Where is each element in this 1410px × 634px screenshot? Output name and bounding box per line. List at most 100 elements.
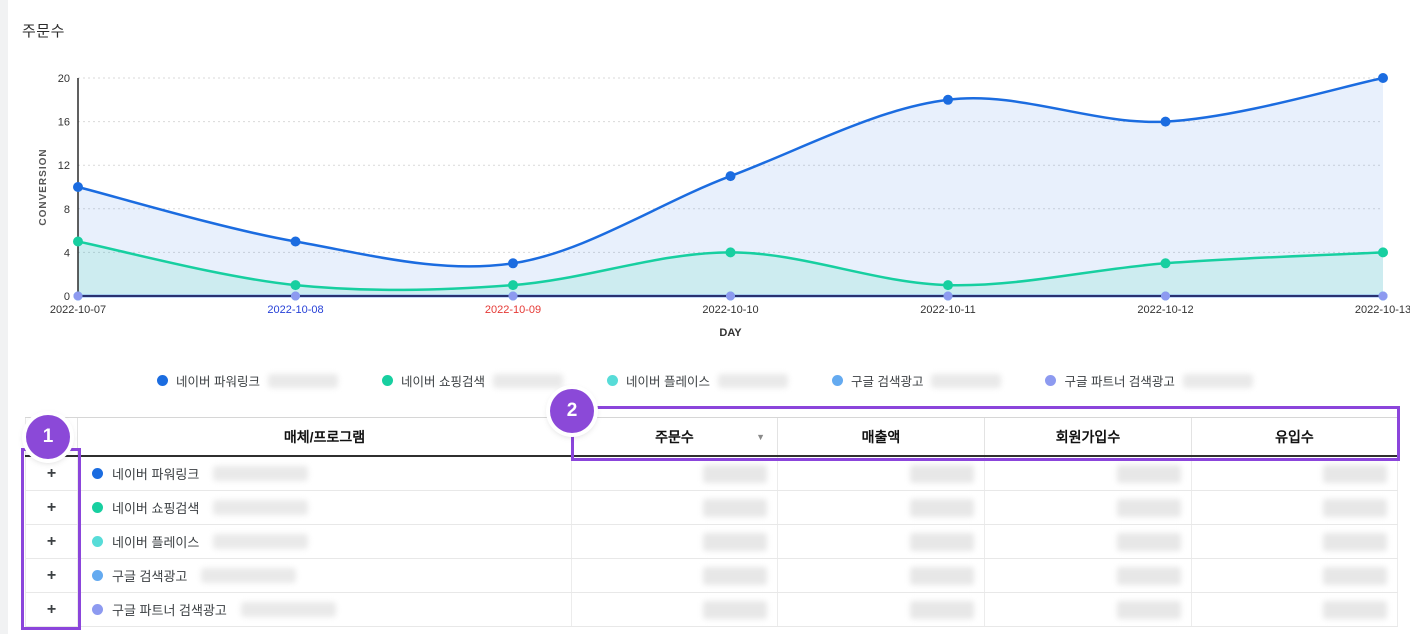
redacted-value [910, 566, 974, 585]
expand-cell: + [25, 559, 78, 592]
data-point[interactable] [73, 291, 83, 301]
data-point[interactable] [291, 291, 300, 301]
metric-value-cell [572, 457, 778, 490]
svg-text:2022-10-12: 2022-10-12 [1137, 304, 1193, 316]
legend-label: 네이버 파워링크 [176, 375, 261, 389]
metric-value-cell [778, 559, 985, 592]
svg-text:16: 16 [58, 117, 70, 129]
y-axis-ticks: 0 4 8 12 16 20 [58, 73, 70, 303]
media-name-label: 네이버 플레이스 [112, 535, 200, 550]
svg-text:2022-10-10: 2022-10-10 [702, 304, 758, 316]
legend-item-naver-shopping[interactable]: 네이버 쇼핑검색 [382, 371, 564, 390]
media-program-table: 매체/프로그램 주문수 ▼ 매출액 회원가입수 유입수 + 네이버 파워링크 [25, 417, 1398, 627]
redacted-value [1323, 464, 1387, 483]
data-point[interactable] [73, 182, 83, 192]
metric-value-cell [778, 525, 985, 558]
media-name-cell[interactable]: 네이버 파워링크 [78, 457, 572, 490]
data-point[interactable] [1160, 258, 1171, 269]
annotation-step-1-badge: 1 [26, 415, 70, 459]
expand-cell: + [25, 491, 78, 524]
media-name-cell[interactable]: 네이버 쇼핑검색 [78, 491, 572, 524]
metric-value-cell [572, 525, 778, 558]
data-point[interactable] [290, 236, 301, 247]
metric-value-cell [778, 491, 985, 524]
svg-text:20: 20 [58, 73, 70, 85]
legend-item-naver-place[interactable]: 네이버 플레이스 [607, 371, 788, 390]
data-point[interactable] [725, 247, 736, 258]
redacted-value [703, 566, 767, 585]
redacted-value [703, 600, 767, 619]
redacted-value [1323, 498, 1387, 517]
table-row: + 구글 검색광고 [25, 559, 1398, 593]
legend-item-naver-powerlink[interactable]: 네이버 파워링크 [157, 371, 339, 390]
redacted-value [1117, 600, 1181, 619]
redacted-text [268, 373, 339, 388]
series-color-dot [92, 502, 103, 513]
metric-value-cell [985, 593, 1192, 626]
data-point[interactable] [1378, 291, 1388, 301]
expand-row-button[interactable]: + [46, 600, 57, 618]
data-point[interactable] [1161, 291, 1170, 301]
expand-row-button[interactable]: + [46, 464, 57, 482]
column-header-revenue[interactable]: 매출액 [778, 418, 985, 455]
data-point[interactable] [943, 280, 953, 291]
data-point[interactable] [725, 171, 736, 182]
data-point[interactable] [508, 280, 518, 291]
column-header-media-program[interactable]: 매체/프로그램 [78, 418, 572, 455]
svg-text:2022-10-11: 2022-10-11 [920, 304, 975, 316]
series-area [78, 241, 1383, 296]
svg-text:2022-10-08: 2022-10-08 [267, 304, 323, 316]
metric-value-cell [1192, 525, 1398, 558]
table-body: + 네이버 파워링크 + 네이버 쇼핑검색 [25, 457, 1398, 627]
data-point[interactable] [726, 291, 735, 301]
svg-text:2022-10-07: 2022-10-07 [50, 304, 106, 316]
metric-value-cell [572, 559, 778, 592]
expand-column-header [25, 418, 78, 455]
expand-row-button[interactable]: + [46, 498, 57, 516]
redacted-value [1323, 600, 1387, 619]
svg-text:0: 0 [64, 291, 70, 303]
x-axis-ticks: 2022-10-07 2022-10-08 2022-10-09 2022-10-10… [50, 304, 1410, 316]
page-title: 주문수 [22, 23, 65, 40]
data-point[interactable] [1378, 247, 1388, 258]
annotation-step-2-badge: 2 [550, 389, 594, 433]
data-point[interactable] [1378, 73, 1388, 83]
redacted-value [910, 532, 974, 551]
chart-legend: 네이버 파워링크 네이버 쇼핑검색 네이버 플레이스 구글 검색광고 구글 파트… [0, 371, 1410, 390]
metric-value-cell [1192, 593, 1398, 626]
metric-value-cell [1192, 559, 1398, 592]
series-color-dot [92, 570, 103, 581]
data-point[interactable] [1160, 116, 1171, 127]
metric-value-cell [985, 457, 1192, 490]
data-point[interactable] [73, 236, 83, 247]
data-point[interactable] [943, 94, 953, 105]
media-name-cell[interactable]: 구글 파트너 검색광고 [78, 593, 572, 626]
data-point[interactable] [943, 291, 953, 301]
redacted-text [240, 602, 336, 617]
series-color-dot [92, 536, 103, 547]
series-color-dot [92, 468, 103, 479]
sort-descending-icon[interactable]: ▼ [756, 431, 765, 442]
media-name-cell[interactable]: 구글 검색광고 [78, 559, 572, 592]
redacted-text [213, 466, 309, 481]
column-header-orders[interactable]: 주문수 ▼ [572, 418, 778, 455]
media-name-label: 구글 파트너 검색광고 [112, 603, 227, 618]
series-color-dot [92, 604, 103, 615]
data-point[interactable] [290, 280, 301, 291]
metric-value-cell [985, 525, 1192, 558]
redacted-text [1182, 373, 1253, 388]
redacted-value [1323, 532, 1387, 551]
data-point[interactable] [508, 258, 518, 269]
data-point[interactable] [508, 291, 518, 301]
legend-item-google-search[interactable]: 구글 검색광고 [832, 371, 1002, 390]
column-header-signups[interactable]: 회원가입수 [985, 418, 1192, 455]
legend-item-google-partner-search[interactable]: 구글 파트너 검색광고 [1045, 371, 1253, 390]
redacted-value [1323, 566, 1387, 585]
svg-text:2022-10-13: 2022-10-13 [1355, 304, 1410, 316]
expand-row-button[interactable]: + [46, 566, 57, 584]
redacted-text [493, 373, 564, 388]
expand-row-button[interactable]: + [46, 532, 57, 550]
media-name-cell[interactable]: 네이버 플레이스 [78, 525, 572, 558]
table-row: + 네이버 쇼핑검색 [25, 491, 1398, 525]
table-header-row: 매체/프로그램 주문수 ▼ 매출액 회원가입수 유입수 [25, 417, 1398, 457]
